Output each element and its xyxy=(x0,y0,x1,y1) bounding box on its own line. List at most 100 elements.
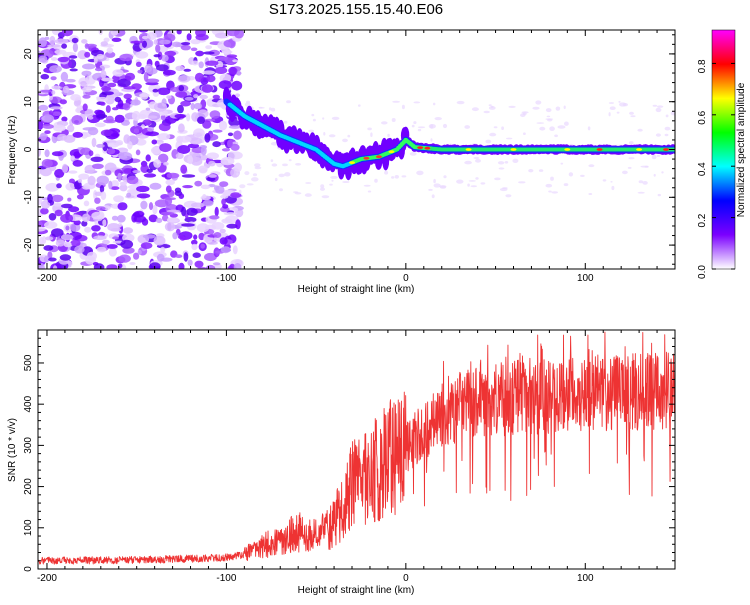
spectrogram-faint-speckle xyxy=(644,165,649,168)
spectrogram-x-tick-label: -100 xyxy=(216,273,236,284)
spectrogram-faint-speckle xyxy=(443,175,447,179)
spectrogram-noise-blob xyxy=(199,94,208,100)
spectrogram-faint-speckle xyxy=(367,190,372,193)
spectrogram-faint-speckle xyxy=(409,152,417,156)
spectrogram-faint-speckle xyxy=(305,182,312,184)
spectrogram-noise-blob xyxy=(49,65,62,73)
spectrogram-noise-blob xyxy=(81,220,88,227)
spectrogram-x-tick-label: 0 xyxy=(403,273,409,284)
spectrogram-noise-blob xyxy=(119,181,128,186)
spectrogram-faint-speckle xyxy=(387,133,390,138)
spectrogram-hot-spot xyxy=(465,148,472,151)
snr-frame xyxy=(37,329,676,570)
spectrogram-noise-blob xyxy=(180,100,192,107)
spectrogram-noise-blob xyxy=(52,111,62,116)
spectrogram-noise-blob xyxy=(157,87,171,96)
spectrogram-noise-blob xyxy=(191,112,200,122)
spectrogram-noise-blob xyxy=(137,69,143,74)
spectrogram-noise-blob xyxy=(47,193,53,204)
spectrogram-faint-speckle xyxy=(252,173,258,177)
spectrogram-faint-speckle xyxy=(331,116,340,120)
spectrogram-faint-speckle xyxy=(270,107,276,112)
spectrogram-noise-blob xyxy=(39,236,44,245)
spectrogram-faint-speckle xyxy=(557,125,566,129)
spectrogram-noise-blob xyxy=(147,115,158,119)
spectrogram-faint-speckle xyxy=(471,107,479,112)
spectrogram-faint-speckle xyxy=(367,127,372,131)
spectrogram-faint-speckle xyxy=(664,133,669,137)
spectrogram-noise-blob xyxy=(114,114,125,123)
spectrogram-noise-blob xyxy=(91,211,104,220)
spectrogram-faint-speckle xyxy=(588,164,595,168)
snr-y-tick-label: 0 xyxy=(23,566,34,572)
spectrogram-faint-speckle xyxy=(545,108,552,113)
spectrogram-hot-spot xyxy=(375,155,382,159)
spectrogram-noise-blob xyxy=(70,94,81,101)
spectrogram-noise-blob xyxy=(84,226,92,233)
spectrogram-faint-speckle xyxy=(655,133,661,137)
spectrogram-faint-speckle xyxy=(347,134,351,138)
spectrogram-noise-blob xyxy=(84,108,94,118)
spectrogram-faint-speckle xyxy=(456,179,464,184)
spectrogram-faint-speckle xyxy=(284,172,291,177)
spectrogram-noise-blob xyxy=(65,182,76,191)
spectrogram-faint-speckle xyxy=(506,137,513,140)
spectrogram-faint-speckle xyxy=(439,185,447,188)
spectrogram-faint-speckle xyxy=(532,106,540,110)
spectrogram-noise-blob xyxy=(194,180,203,187)
spectrogram-noise-blob xyxy=(84,43,90,49)
spectrogram-faint-speckle xyxy=(433,183,441,188)
spectrogram-faint-speckle xyxy=(430,138,433,142)
spectrogram-faint-speckle xyxy=(417,126,426,129)
spectrogram-faint-speckle xyxy=(622,103,629,107)
spectrogram-noise-blob xyxy=(100,129,114,137)
spectrogram-noise-blob xyxy=(72,131,84,138)
snr-y-tick-label: 200 xyxy=(23,478,34,495)
spectrogram-faint-speckle xyxy=(611,185,615,191)
spectrogram-noise-blob xyxy=(152,204,158,215)
spectrogram-noise-blob xyxy=(194,260,204,268)
spectrogram-noise-blob xyxy=(163,69,176,76)
spectrogram-noise-blob xyxy=(152,88,159,93)
spectrogram-noise-blob xyxy=(91,137,97,148)
spectrogram-noise-blob xyxy=(38,55,48,63)
spectrogram-faint-speckle xyxy=(295,163,302,166)
spectrogram-noise-blob xyxy=(107,223,121,232)
spectrogram-noise-blob xyxy=(51,85,61,89)
spectrogram-faint-speckle xyxy=(329,183,333,186)
spectrogram-noise-blob xyxy=(124,72,136,81)
spectrogram-noise-blob xyxy=(105,94,115,105)
spectrogram-faint-speckle xyxy=(665,114,669,118)
spectrogram-noise-blob xyxy=(116,214,126,223)
spectrogram-faint-speckle xyxy=(602,179,607,182)
spectrogram-noise-blob xyxy=(102,239,110,245)
spectrogram-noise-blob xyxy=(78,77,90,87)
spectrogram-noise-blob xyxy=(67,124,75,133)
spectrogram-noise-blob xyxy=(101,77,114,82)
spectrogram-noise-blob xyxy=(221,198,227,206)
spectrogram-noise-blob xyxy=(133,252,140,260)
spectrogram-noise-blob xyxy=(219,237,228,245)
snr-x-axis-label: Height of straight line (km) xyxy=(298,585,415,596)
spectrogram-noise-blob xyxy=(160,211,175,216)
spectrogram-faint-speckle xyxy=(550,176,554,181)
spectrogram-noise-blob xyxy=(94,197,101,204)
spectrogram-faint-speckle xyxy=(417,128,422,132)
spectrogram-noise-blob xyxy=(208,174,217,178)
spectrogram-noise-blob xyxy=(236,70,241,76)
spectrogram-noise-blob xyxy=(69,68,78,72)
spectrogram-noise-blob xyxy=(119,152,133,161)
snr-y-tick-label: 400 xyxy=(23,395,34,412)
spectrogram-noise-blob xyxy=(82,63,96,70)
spectrogram-noise-blob xyxy=(119,53,134,62)
spectrogram-noise-blob xyxy=(122,102,131,111)
spectrogram-noise-blob xyxy=(232,245,238,255)
spectrogram-noise-blob xyxy=(181,42,191,46)
spectrogram-faint-speckle xyxy=(328,134,336,138)
spectrogram-noise-blob xyxy=(150,146,162,155)
spectrogram-noise-blob xyxy=(177,75,191,83)
spectrogram-noise-blob xyxy=(101,91,114,96)
spectrogram-noise-blob xyxy=(129,262,136,265)
spectrogram-noise-blob xyxy=(187,259,193,266)
spectrogram-faint-speckle xyxy=(497,161,505,165)
